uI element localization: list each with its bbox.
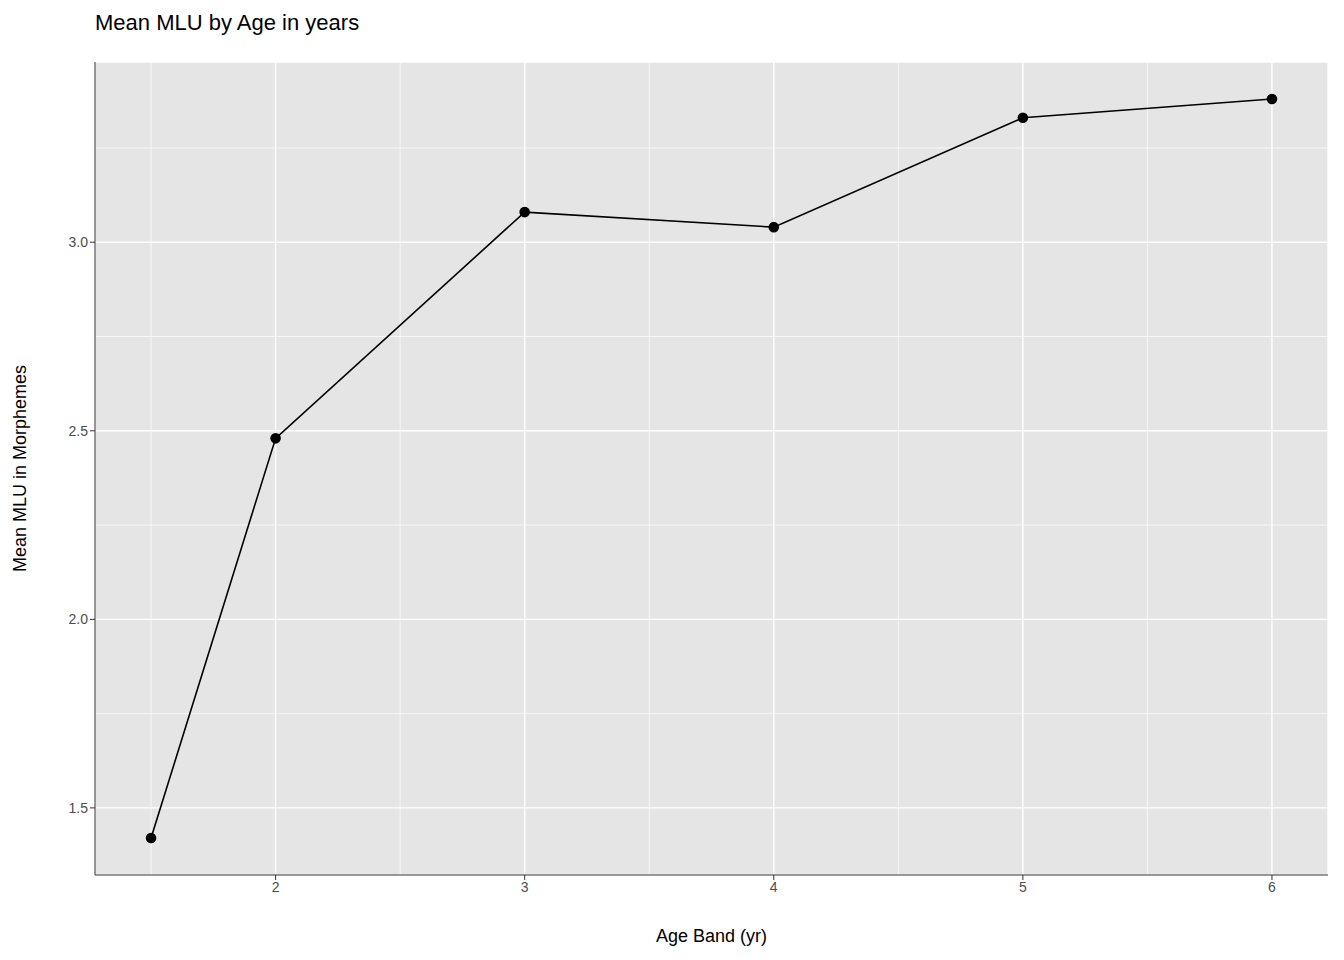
- svg-text:5: 5: [1019, 879, 1027, 895]
- svg-text:4: 4: [770, 879, 778, 895]
- html-text:Mean MLU by Age in years: Mean MLU by Age in years: [95, 10, 360, 35]
- svg-text:6: 6: [1268, 879, 1276, 895]
- svg-text:1.5: 1.5: [69, 800, 89, 816]
- svg-text:2.5: 2.5: [69, 423, 89, 439]
- svg-text:Mean MLU in Morphemes: Mean MLU in Morphemes: [10, 365, 30, 572]
- svg-text:3: 3: [521, 879, 529, 895]
- svg-text:2.0: 2.0: [69, 611, 89, 627]
- svg-text:3.0: 3.0: [69, 234, 89, 250]
- svg-text:2: 2: [272, 879, 280, 895]
- svg-text:Age Band (yr): Age Band (yr): [656, 926, 767, 946]
